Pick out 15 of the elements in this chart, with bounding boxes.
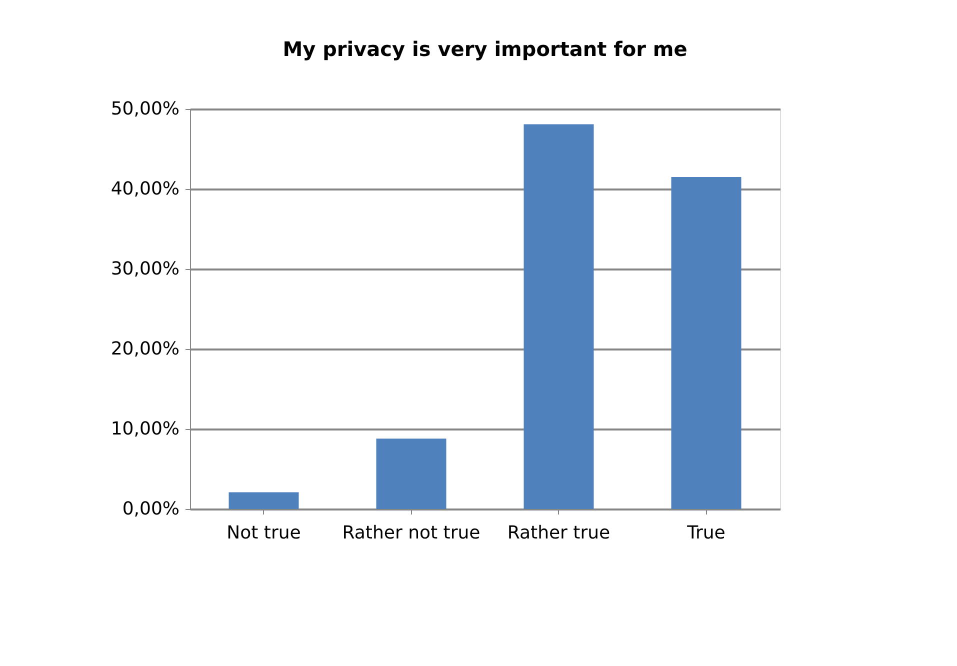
y-tick-label: 20,00% [110,338,180,360]
bar [376,438,446,509]
bar [671,177,742,509]
y-tick-label: 10,00% [110,418,180,440]
y-tick-label: 40,00% [110,178,180,200]
bar [228,492,299,509]
x-tick-label: Not true [226,522,301,544]
y-tick-label: 50,00% [110,98,180,120]
y-tick-label: 0,00% [122,498,180,520]
x-tick-label: True [686,522,726,544]
x-tick-label: Rather true [507,522,610,544]
x-tick-label: Rather not true [342,522,480,544]
bar [524,124,594,509]
chart-title: My privacy is very important for me [282,37,688,61]
y-tick-label: 30,00% [110,258,180,280]
